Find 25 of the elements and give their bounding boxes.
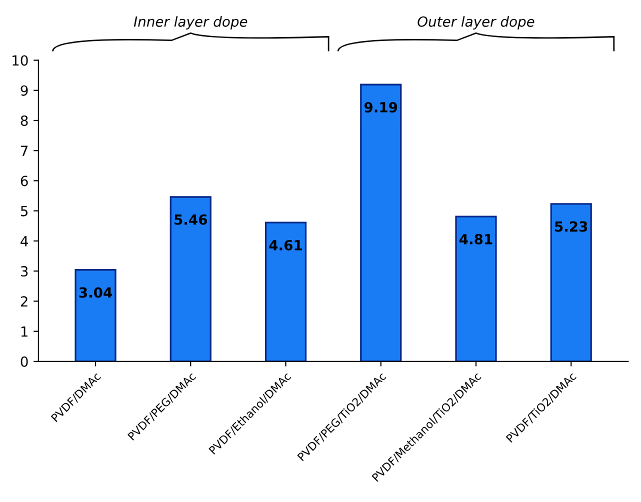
y-tick-label: 7 <box>21 146 28 156</box>
data-label: 5.46 <box>174 214 208 225</box>
text: Inner layer dope <box>134 16 248 30</box>
data-label: 9.19 <box>364 102 398 112</box>
bar <box>264 222 307 362</box>
text: Outer layer dope <box>418 16 534 30</box>
y-tick-label: 4 <box>20 236 28 246</box>
y-tick-label: 1 <box>21 326 28 337</box>
y-tick-label: 0 <box>20 356 28 367</box>
data-label: 3.04 <box>79 287 112 298</box>
bar <box>360 84 402 362</box>
y-tick-label: 6 <box>20 176 28 186</box>
y-tick-label: 10 <box>12 55 28 66</box>
data-label: 5.23 <box>555 221 588 232</box>
bar <box>455 216 497 362</box>
data-label: 4.81 <box>459 234 492 244</box>
bar <box>550 203 592 362</box>
y-tick-label: 2 <box>20 296 28 306</box>
data-label: 4.61 <box>269 240 302 250</box>
y-tick-label: 3 <box>20 266 28 277</box>
bar <box>170 196 212 362</box>
bar <box>74 269 116 362</box>
y-tick-label: 5 <box>20 206 28 216</box>
y-tick-label: 8 <box>20 115 28 126</box>
y-tick-label: 9 <box>20 85 28 96</box>
